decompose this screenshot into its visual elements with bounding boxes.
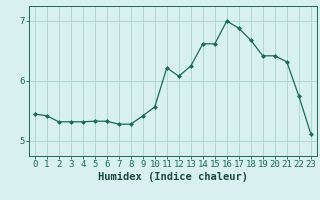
- X-axis label: Humidex (Indice chaleur): Humidex (Indice chaleur): [98, 172, 248, 182]
